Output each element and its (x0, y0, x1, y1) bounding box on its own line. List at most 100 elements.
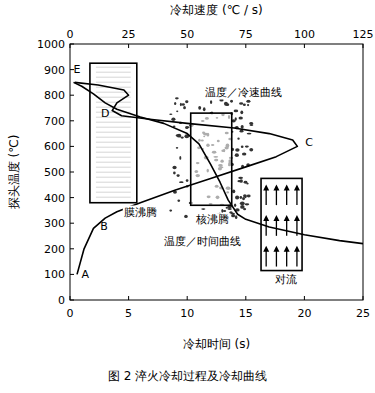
plot-frame (70, 44, 363, 300)
bubble-dot (221, 209, 223, 213)
x2-tick (128, 44, 129, 48)
bubble-dot (232, 190, 235, 194)
bubble-dot (174, 102, 176, 105)
bubble-dot (240, 201, 245, 205)
film-texture (96, 177, 131, 178)
bubble-dot (185, 126, 189, 128)
film-texture (96, 72, 131, 73)
rate-curve (75, 82, 298, 274)
bubble-dot (242, 152, 246, 155)
bubble-dot (184, 215, 188, 218)
film-texture (96, 147, 131, 148)
x2-tick-label: 100 (294, 28, 315, 41)
x-axis-title: 冷却时间 (s) (183, 337, 250, 351)
y-tick-label: 400 (44, 192, 65, 205)
film-texture (96, 187, 131, 188)
bubble-dot (237, 180, 241, 182)
bubble-dot (230, 100, 233, 103)
convection-arrowhead (273, 246, 279, 252)
convection-arrowhead (294, 184, 300, 190)
bubble-dot (227, 208, 231, 210)
x-tick-label: 25 (356, 307, 370, 320)
film-texture (96, 142, 131, 143)
annotation: 温度／时间曲线 (164, 235, 241, 248)
x2-tick-label: 125 (353, 28, 374, 41)
plot-area (74, 63, 363, 274)
bubble-dot (249, 148, 253, 151)
bubble-dot (239, 116, 243, 119)
convection-arrowhead (294, 246, 300, 252)
bubble-dot (176, 134, 180, 137)
annotation: C (305, 136, 313, 149)
caption: 图 2 淬火冷却过程及冷却曲线 (108, 369, 267, 383)
x2-tick-label: 75 (239, 28, 253, 41)
x-tick (187, 296, 188, 300)
bubble-dot (246, 183, 248, 185)
film-texture (96, 182, 131, 183)
y-tick (70, 95, 74, 96)
x2-tick (70, 44, 71, 48)
bubble-dot (243, 104, 246, 106)
y-axis-title: 探头温度 (℃) (7, 135, 21, 210)
y-tick-label: 800 (44, 89, 65, 102)
film-texture (96, 67, 131, 68)
bubble-dot (240, 196, 243, 199)
bubble-dot (198, 106, 201, 110)
bubble-dot (240, 205, 244, 209)
y-tick-label: 600 (44, 140, 65, 153)
x-tick (304, 296, 305, 300)
bubble-dot (183, 106, 186, 109)
bubble-dot (249, 122, 253, 125)
bubble-dot (239, 102, 243, 104)
x2-tick (187, 44, 188, 48)
bubble-dot (246, 100, 250, 103)
y-tick-label: 200 (44, 243, 65, 256)
convection-arrowhead (273, 215, 279, 221)
bubble-dot (235, 215, 237, 219)
film-texture (96, 82, 131, 83)
bubble-dot (231, 214, 235, 217)
film-texture (96, 192, 131, 193)
bubble-dot (169, 113, 172, 115)
annotation: E (74, 63, 81, 76)
bubble-dot (234, 110, 239, 113)
region-box (261, 178, 302, 270)
bubble-dot (245, 203, 250, 205)
y-tick (70, 197, 74, 198)
y-tick-label: 500 (44, 166, 65, 179)
x-tick-label: 15 (239, 307, 253, 320)
y-tick-label: 300 (44, 217, 65, 230)
convection-arrowhead (284, 184, 290, 190)
annotation-bg (163, 235, 242, 248)
annotation: A (81, 268, 89, 281)
annotation: 对流 (275, 273, 297, 286)
convection-arrowhead (294, 215, 300, 221)
film-texture (96, 152, 131, 153)
annotation: 膜沸腾 (124, 206, 157, 219)
annotation: 温度／冷速曲线 (205, 86, 282, 99)
x2-tick (304, 44, 305, 48)
bubble-dot (177, 200, 180, 202)
film-texture (96, 162, 131, 163)
bubble-dot (234, 204, 236, 208)
bubble-dot (235, 148, 239, 151)
x2-tick-label: 0 (67, 28, 74, 41)
y-tick-label: 100 (44, 268, 65, 281)
y-tick (70, 44, 74, 45)
film-texture (96, 102, 131, 103)
bubble-dot (177, 174, 180, 177)
x2-tick-label: 25 (122, 28, 136, 41)
bubble-dot (238, 177, 243, 179)
bubble-dot (176, 147, 178, 149)
x-tick-label: 5 (125, 307, 132, 320)
bubble-dot (241, 125, 244, 129)
bubble-dot (223, 210, 226, 212)
convection-arrowhead (284, 215, 290, 221)
x2-tick (363, 44, 364, 48)
bubble-dot (171, 118, 175, 121)
x-tick-label: 10 (180, 307, 194, 320)
bubble-dot (247, 133, 252, 135)
film-texture (96, 77, 131, 78)
annotation-bg (194, 213, 230, 226)
x-tick (70, 296, 71, 300)
